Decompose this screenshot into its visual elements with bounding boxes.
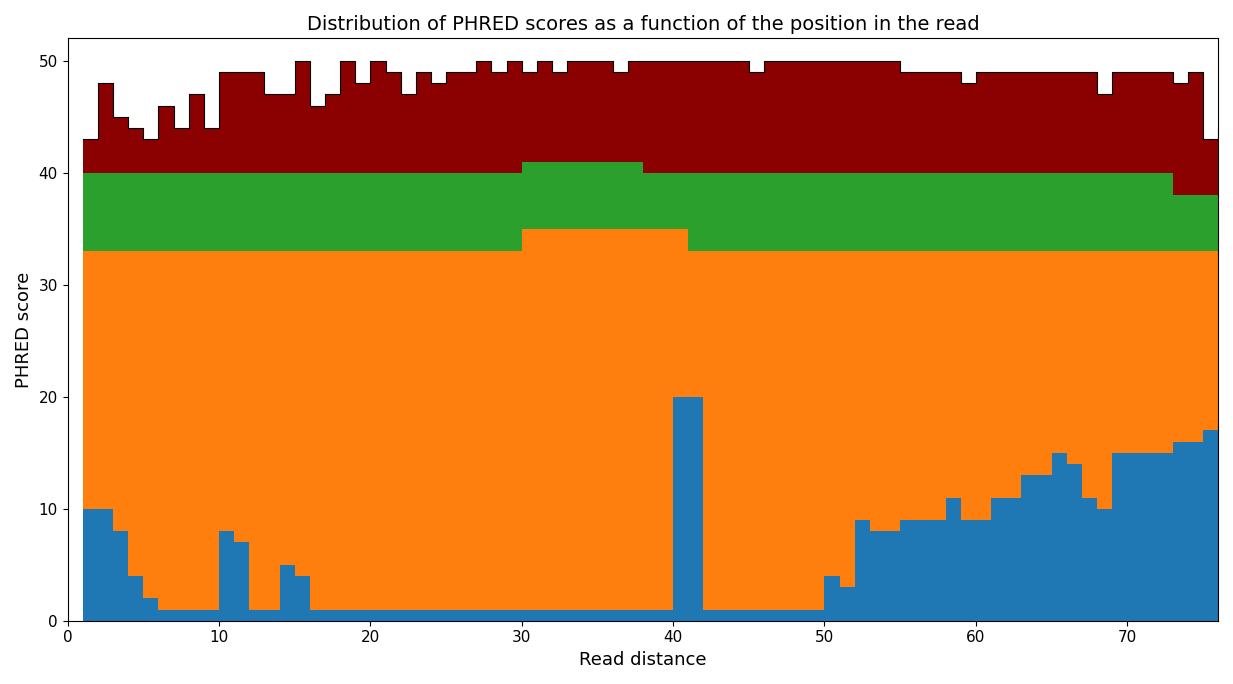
Title: Distribution of PHRED scores as a function of the position in the read: Distribution of PHRED scores as a functi… (307, 15, 979, 34)
X-axis label: Read distance: Read distance (580, 651, 707, 669)
Y-axis label: PHRED score: PHRED score (15, 272, 33, 388)
